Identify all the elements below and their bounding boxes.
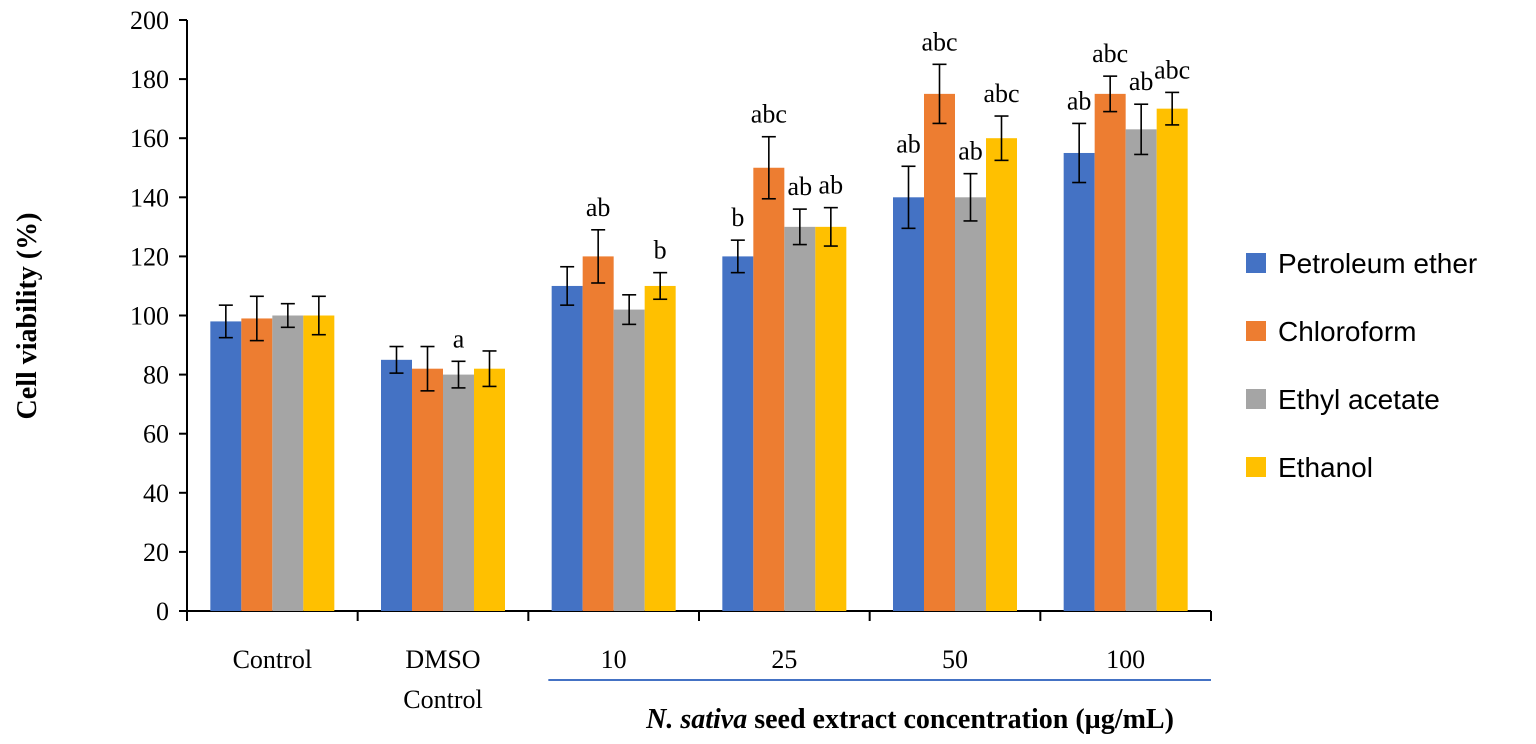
legend-swatch [1246, 321, 1266, 341]
legend-label: Ethyl acetate [1278, 384, 1440, 415]
bar [551, 285, 583, 611]
bar [474, 368, 505, 611]
bar [955, 197, 986, 612]
significance-label: ab [1129, 67, 1154, 96]
x-axis: Control DMSO Control 10 25 50 100 [186, 610, 1212, 714]
legend-swatch [1246, 253, 1266, 273]
bar [893, 197, 924, 612]
x-tick-label: DMSO [405, 645, 480, 674]
bar [582, 256, 614, 611]
y-tick-label: 200 [130, 6, 169, 35]
significance-label: ab [586, 193, 611, 222]
significance-label: ab [819, 171, 844, 200]
y-tick-label: 160 [130, 124, 169, 153]
bar [303, 315, 335, 611]
legend-swatch [1246, 389, 1266, 409]
significance-label: abc [1154, 55, 1190, 84]
bar [1094, 93, 1126, 611]
significance-label: abc [751, 100, 787, 129]
bar [412, 368, 443, 611]
legend-label: Petroleum ether [1278, 248, 1477, 279]
y-tick-label: 180 [130, 65, 169, 94]
x-axis-label-italic: N. sativa [645, 704, 747, 735]
bar [1125, 129, 1157, 611]
significance-label: b [731, 203, 744, 232]
bar [644, 285, 676, 611]
bar [241, 318, 273, 611]
legend-swatch [1246, 457, 1266, 477]
bar [924, 93, 955, 611]
x-axis-label-rest: seed extract concentration (µg/mL) [747, 704, 1174, 735]
bar [722, 256, 754, 611]
y-tick-label: 100 [130, 302, 169, 331]
bar [753, 167, 785, 611]
bar [381, 359, 412, 611]
y-tick-label: 20 [143, 538, 169, 567]
y-tick-label: 140 [130, 183, 169, 212]
error-bars [218, 63, 1180, 392]
bar [443, 374, 474, 611]
significance-label: ab [788, 172, 813, 201]
bar [815, 226, 847, 611]
bar [784, 226, 816, 611]
significance-label: abc [921, 27, 957, 56]
x-tick-label: Control [403, 685, 482, 714]
significance-label: abc [983, 79, 1019, 108]
x-tick-label: 10 [601, 645, 627, 674]
bar [272, 315, 304, 611]
significance-label: ab [1067, 86, 1092, 115]
significance-label: ab [958, 137, 983, 166]
y-tick-label: 120 [130, 242, 169, 271]
legend-label: Chloroform [1278, 316, 1416, 347]
bar [1063, 152, 1095, 611]
bar [1156, 108, 1188, 612]
bar [613, 309, 645, 611]
y-tick-label: 40 [143, 479, 169, 508]
x-tick-label: 25 [771, 645, 797, 674]
x-tick-label: 50 [942, 645, 968, 674]
significance-label: ab [896, 129, 921, 158]
bars [210, 93, 1188, 612]
y-axis-label: Cell viability (%) [12, 213, 43, 420]
y-axis: 0 20 40 60 80 100 120 140 160 180 200 [130, 6, 188, 626]
x-tick-label: 100 [1106, 645, 1145, 674]
y-tick-label: 0 [156, 597, 169, 626]
legend-label: Ethanol [1278, 452, 1373, 483]
y-tick-label: 60 [143, 420, 169, 449]
legend: Petroleum ether Chloroform Ethyl acetate Et… [1246, 248, 1477, 483]
bar [210, 321, 242, 611]
y-tick-label: 80 [143, 361, 169, 390]
x-axis-label: N. sativa seed extract concentration (µg… [645, 704, 1174, 735]
significance-label: abc [1092, 39, 1128, 68]
significance-label: b [654, 236, 667, 265]
x-tick-label: Control [233, 645, 312, 674]
bar [986, 138, 1017, 611]
significance-label: a [453, 324, 465, 353]
